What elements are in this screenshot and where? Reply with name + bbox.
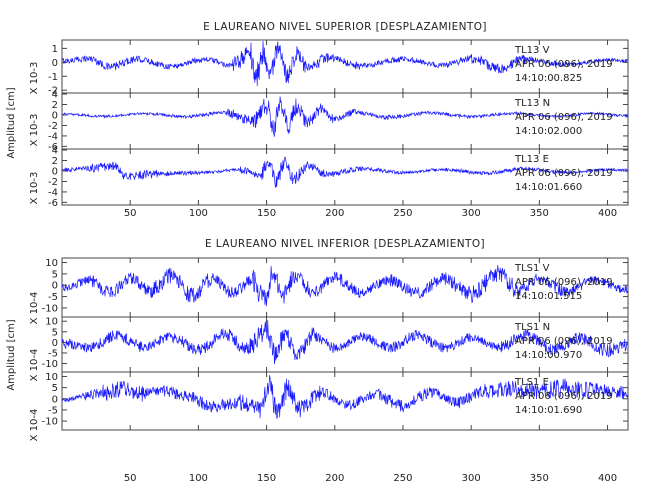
- time-label: 14:10:01.515: [515, 291, 582, 302]
- scale-label: X 10-3: [29, 172, 40, 205]
- date-label: APR 06 (096), 2019: [515, 277, 613, 288]
- scale-label: X 10-4: [29, 292, 40, 325]
- date-label: APR 06 (096), 2019: [515, 112, 613, 123]
- x-tick-label: 250: [393, 473, 412, 484]
- y-tick-label: -10: [42, 303, 58, 314]
- station-label: TL13 V: [514, 45, 550, 56]
- date-label: APR 06 (096), 2019: [515, 336, 613, 347]
- chart-title: E LAUREANO NIVEL SUPERIOR [DESPLAZAMIENT…: [203, 21, 487, 33]
- y-tick-label: 5: [52, 383, 58, 394]
- time-label: 14:10:02.000: [515, 126, 582, 137]
- x-tick-label: 300: [462, 473, 481, 484]
- y-tick-label: 0: [52, 166, 58, 177]
- y-tick-label: 2: [52, 156, 58, 167]
- y-tick-label: 0: [52, 58, 58, 69]
- y-tick-label: 5: [52, 269, 58, 280]
- scale-label: X 10-3: [29, 62, 40, 95]
- y-tick-label: -1: [48, 72, 58, 83]
- y-tick-label: -6: [48, 198, 58, 209]
- x-tick-label: 50: [124, 473, 137, 484]
- y-tick-label: -10: [42, 359, 58, 370]
- date-label: APR 06 (096), 2019: [515, 391, 613, 402]
- y-tick-label: -10: [42, 417, 58, 428]
- x-tick-label: 400: [598, 208, 617, 219]
- y-tick-label: 10: [45, 317, 58, 328]
- y-tick-label: -4: [48, 131, 58, 142]
- y-tick-label: -5: [48, 348, 58, 359]
- waveform-tls1-n: [61, 320, 628, 365]
- y-tick-label: -2: [48, 177, 58, 188]
- x-tick-label: 400: [598, 473, 617, 484]
- x-tick-label: 50: [124, 208, 137, 219]
- x-tick-label: 250: [393, 208, 412, 219]
- x-tick-label: 300: [462, 208, 481, 219]
- y-axis-label: Amplitud [cm]: [6, 87, 17, 158]
- chart-title: E LAUREANO NIVEL INFERIOR [DESPLAZAMIENT…: [205, 238, 485, 250]
- y-tick-label: -5: [48, 292, 58, 303]
- panel-frame: [61, 148, 629, 206]
- x-tick-label: 350: [530, 208, 549, 219]
- x-tick-label: 200: [325, 473, 344, 484]
- time-label: 14:10:01.660: [515, 182, 582, 193]
- x-tick-label: 350: [530, 473, 549, 484]
- scale-label: X 10-4: [29, 409, 40, 442]
- scale-label: X 10-3: [29, 114, 40, 147]
- station-label: TLS1 V: [514, 263, 550, 274]
- waveform-tl13-v: [61, 40, 628, 87]
- y-tick-label: -4: [48, 187, 58, 198]
- y-tick-label: -6: [48, 142, 58, 153]
- y-tick-label: 5: [52, 327, 58, 338]
- time-label: 14:10:00.825: [515, 73, 582, 84]
- y-tick-label: 0: [52, 394, 58, 405]
- x-tick-label: 100: [189, 473, 208, 484]
- y-tick-label: -2: [48, 121, 58, 132]
- y-tick-label: 10: [45, 372, 58, 383]
- y-tick-label: 0: [52, 110, 58, 121]
- y-tick-label: 4: [52, 146, 58, 157]
- y-tick-label: 4: [52, 90, 58, 101]
- panel-frame: [61, 371, 629, 431]
- date-label: APR 06 (096), 2019: [515, 168, 613, 179]
- scale-label: X 10-4: [29, 349, 40, 382]
- date-label: APR 06 (096), 2019: [515, 59, 613, 70]
- x-tick-label: 200: [325, 208, 344, 219]
- y-tick-label: 0: [52, 281, 58, 292]
- y-tick-label: 2: [52, 100, 58, 111]
- x-tick-label: 150: [257, 208, 276, 219]
- y-tick-label: -2: [48, 86, 58, 97]
- y-tick-label: 10: [45, 258, 58, 269]
- y-tick-label: -5: [48, 405, 58, 416]
- station-label: TLS1 N: [514, 322, 550, 333]
- y-tick-label: 1: [52, 44, 58, 55]
- station-label: TL13 E: [514, 154, 549, 165]
- station-label: TL13 N: [514, 98, 550, 109]
- waveform-tl13-e: [61, 156, 628, 188]
- x-tick-label: 100: [189, 208, 208, 219]
- waveform-tls1-e: [61, 375, 629, 420]
- y-tick-label: 0: [52, 338, 58, 349]
- waveform-tls1-v: [61, 264, 629, 307]
- waveform-tl13-n: [61, 96, 628, 137]
- x-tick-label: 150: [257, 473, 276, 484]
- y-axis-label: Amplitud [cm]: [6, 319, 17, 390]
- station-label: TLS1 E: [514, 377, 549, 388]
- time-label: 14:10:01.690: [515, 405, 582, 416]
- time-label: 14:10:00.970: [515, 350, 582, 361]
